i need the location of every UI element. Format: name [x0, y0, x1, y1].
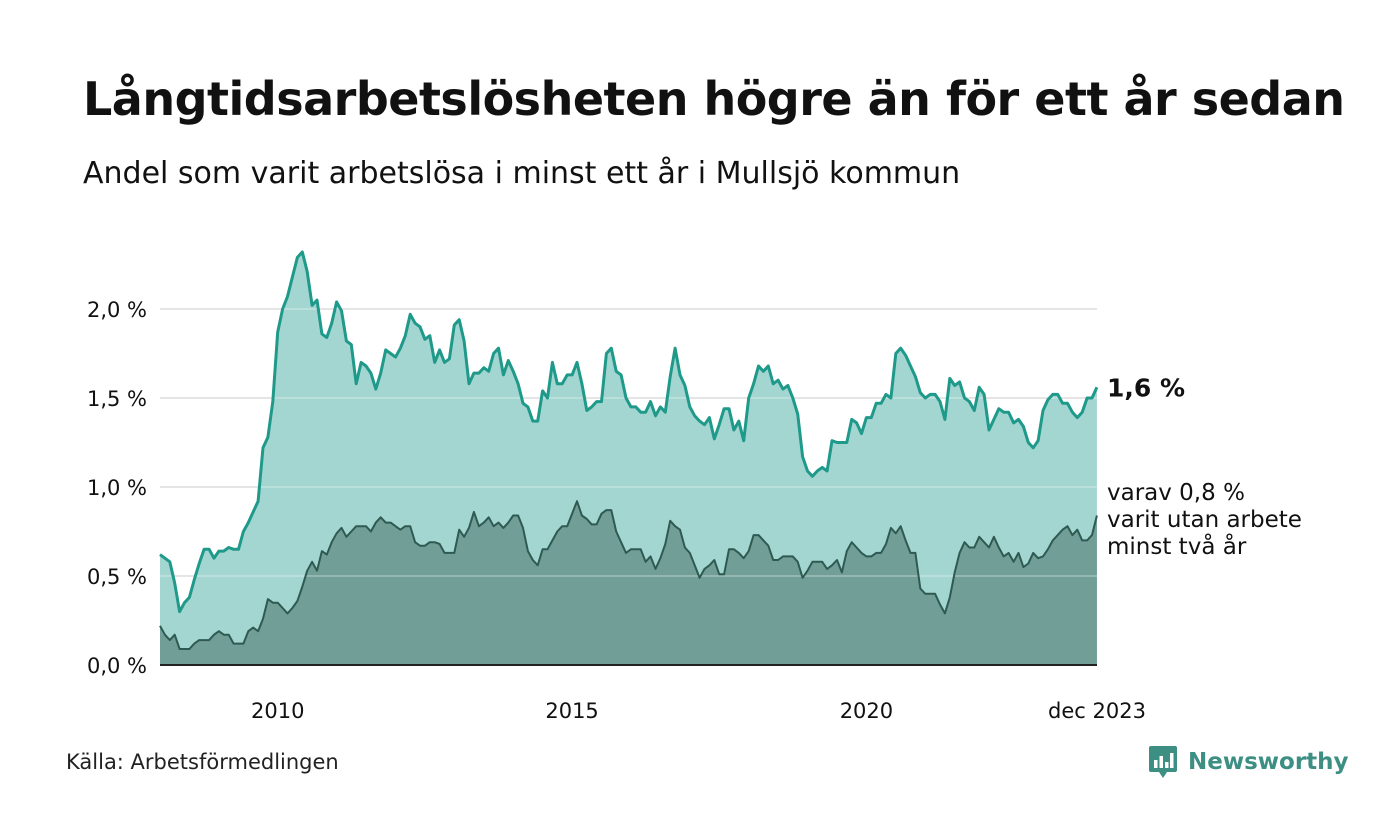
- y-tick-label: 1,0 %: [87, 476, 147, 500]
- axes: 0,0 % 0,5 % 1,0 % 1,5 % 2,0 % 2010 2015 2020 dec…: [87, 298, 1146, 723]
- long-term-end-label: minst två år: [1107, 532, 1247, 560]
- y-tick-label: 2,0 %: [87, 298, 147, 322]
- y-tick-label: 1,5 %: [87, 387, 147, 411]
- area-layer: [159, 250, 1099, 665]
- x-tick-label: dec 2023: [1048, 699, 1146, 723]
- source-note: Källa: Arbetsförmedlingen: [66, 750, 339, 774]
- newsworthy-icon: [1149, 746, 1177, 778]
- x-tick-label: 2015: [545, 699, 598, 723]
- newsworthy-logo: Newsworthy: [1148, 744, 1349, 780]
- total-end-label: 1,6 %: [1107, 373, 1185, 402]
- x-tick-label: 2020: [840, 699, 893, 723]
- long-term-area: [160, 501, 1097, 665]
- chart-subtitle: Andel som varit arbetslösa i minst ett å…: [83, 156, 961, 191]
- long-term-end-label: varav 0,8 %: [1107, 480, 1245, 506]
- brand-name: Newsworthy: [1188, 749, 1349, 775]
- y-tick-label: 0,5 %: [87, 565, 147, 589]
- x-tick-label: 2010: [251, 699, 304, 723]
- chart-title: Långtidsarbetslösheten högre än för ett …: [83, 72, 1345, 126]
- long-term-line: [159, 500, 1098, 650]
- y-tick-label: 0,0 %: [87, 654, 147, 678]
- total-line: [159, 250, 1099, 614]
- long-term-end-label: varit utan arbete: [1107, 507, 1302, 533]
